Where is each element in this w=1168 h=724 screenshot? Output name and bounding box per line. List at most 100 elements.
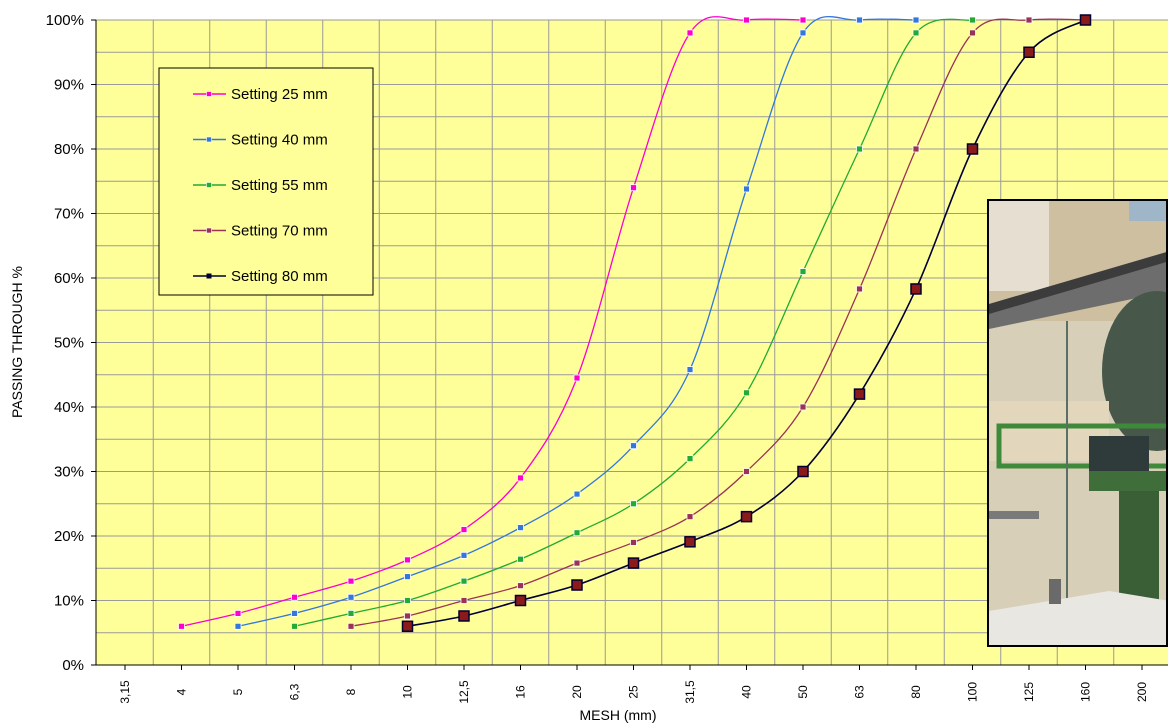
y-tick-label: 10% — [54, 593, 84, 610]
legend-box — [158, 67, 374, 296]
data-point-setting-25-mm — [799, 16, 807, 24]
data-point-setting-70-mm — [1025, 16, 1033, 24]
data-point-setting-55-mm — [291, 622, 298, 630]
data-point-setting-70-mm — [686, 513, 694, 521]
y-tick-label: 80% — [54, 141, 84, 158]
data-point-setting-80-mm — [458, 610, 470, 622]
data-point-setting-25-mm — [178, 622, 185, 630]
data-point-setting-80-mm — [740, 510, 753, 523]
x-tick-label: 80 — [909, 685, 923, 699]
data-point-setting-80-mm — [1023, 46, 1035, 58]
data-point-setting-55-mm — [460, 577, 468, 585]
data-point-setting-25-mm — [347, 577, 355, 585]
x-tick-label: 63 — [853, 685, 867, 699]
data-point-setting-70-mm — [912, 145, 920, 153]
data-point-setting-55-mm — [743, 389, 750, 397]
series-line-setting-40-mm — [237, 15, 917, 627]
data-point-setting-80-mm — [910, 283, 922, 295]
data-point-setting-55-mm — [573, 529, 581, 537]
data-point-setting-25-mm — [743, 16, 750, 24]
data-point-setting-55-mm — [969, 16, 976, 24]
y-tick-label: 20% — [54, 528, 84, 545]
data-point-setting-40-mm — [517, 524, 524, 532]
data-point-setting-80-mm — [627, 557, 640, 569]
data-point-setting-70-mm — [517, 582, 524, 590]
y-tick-label: 40% — [54, 399, 84, 416]
data-point-setting-25-mm — [404, 556, 411, 564]
series-line-setting-70-mm — [350, 18, 1086, 627]
y-tick-label: 50% — [54, 335, 84, 352]
data-point-setting-55-mm — [912, 29, 920, 37]
x-tick-label: 4 — [175, 688, 189, 695]
legend-marker-setting-25-mm — [206, 91, 212, 97]
x-tick-label: 5 — [231, 688, 245, 695]
data-point-setting-55-mm — [856, 145, 863, 153]
x-tick-label: 10 — [401, 685, 415, 699]
data-point-setting-80-mm — [1079, 14, 1092, 26]
data-point-setting-40-mm — [460, 551, 468, 559]
x-tick-label: 100 — [966, 682, 980, 702]
y-tick-label: 100% — [46, 12, 84, 29]
legend-label-setting-70-mm: Setting 70 mm — [231, 223, 328, 240]
data-point-setting-55-mm — [799, 268, 807, 275]
legend-label-setting-55-mm: Setting 55 mm — [231, 177, 328, 194]
crusher-photo — [987, 199, 1168, 647]
data-point-setting-80-mm — [853, 388, 866, 400]
legend-label-setting-25-mm: Setting 25 mm — [231, 86, 328, 103]
x-tick-label: 40 — [740, 685, 754, 699]
data-point-setting-55-mm — [686, 455, 694, 463]
legend: Setting 25 mm Setting 40 mm Setting 55 mm S… — [158, 67, 374, 296]
x-tick-label: 3,15 — [118, 680, 132, 704]
data-point-setting-25-mm — [291, 593, 298, 601]
data-point-setting-40-mm — [912, 16, 920, 24]
data-point-setting-25-mm — [460, 526, 468, 533]
data-point-setting-70-mm — [743, 468, 750, 475]
x-tick-label: 125 — [1022, 682, 1036, 702]
data-point-setting-70-mm — [460, 597, 468, 604]
legend-marker-setting-55-mm — [206, 182, 212, 188]
data-point-setting-25-mm — [573, 374, 581, 382]
legend-marker-setting-70-mm — [206, 227, 212, 234]
x-tick-label: 160 — [1079, 682, 1093, 702]
data-point-setting-70-mm — [969, 29, 976, 37]
data-point-setting-25-mm — [517, 474, 524, 482]
data-point-setting-70-mm — [573, 559, 581, 567]
data-point-setting-25-mm — [234, 610, 242, 617]
data-point-setting-40-mm — [234, 622, 242, 630]
data-point-setting-80-mm — [514, 594, 527, 607]
data-point-setting-80-mm — [797, 465, 809, 478]
x-tick-label: 50 — [796, 685, 810, 699]
x-axis-label: MESH (mm) — [580, 707, 657, 723]
data-point-setting-55-mm — [404, 597, 411, 604]
data-point-setting-80-mm — [571, 579, 583, 591]
y-tick-label: 70% — [54, 206, 84, 223]
x-tick-label: 200 — [1135, 682, 1149, 702]
data-point-setting-40-mm — [573, 490, 581, 498]
data-point-setting-55-mm — [347, 610, 355, 617]
data-point-setting-40-mm — [404, 573, 411, 581]
data-point-setting-40-mm — [856, 16, 863, 24]
x-tick-labels: 3,15 4 5 6,3 8 10 12,5 16 20 25 31,5 40 50 63 80 100 125… — [118, 665, 1149, 704]
data-point-setting-25-mm — [686, 29, 694, 37]
legend-label-setting-80-mm: Setting 80 mm — [231, 268, 328, 285]
y-tick-label: 0% — [62, 657, 84, 674]
data-point-setting-80-mm — [966, 143, 979, 155]
series-line-setting-55-mm — [294, 18, 973, 627]
legend-marker-setting-40-mm — [206, 136, 212, 143]
data-point-setting-55-mm — [630, 500, 637, 508]
y-axis-label: PASSING THROUGH % — [9, 266, 25, 418]
x-tick-label: 16 — [514, 685, 528, 699]
data-point-setting-70-mm — [856, 285, 863, 293]
data-point-setting-80-mm — [401, 620, 414, 633]
data-point-setting-40-mm — [686, 366, 694, 373]
x-tick-label: 6,3 — [288, 683, 302, 700]
legend-marker-setting-80-mm — [206, 273, 212, 279]
data-point-setting-40-mm — [630, 442, 637, 450]
data-point-setting-70-mm — [347, 622, 355, 630]
y-tick-labels: 0% 10% 20% 30% 40% 50% 60% 70% 80% 90% 100% — [46, 12, 96, 674]
data-point-setting-55-mm — [517, 555, 524, 563]
data-point-setting-70-mm — [404, 612, 411, 620]
data-point-setting-25-mm — [630, 184, 637, 192]
y-tick-label: 30% — [54, 464, 84, 481]
data-point-setting-40-mm — [743, 185, 750, 193]
